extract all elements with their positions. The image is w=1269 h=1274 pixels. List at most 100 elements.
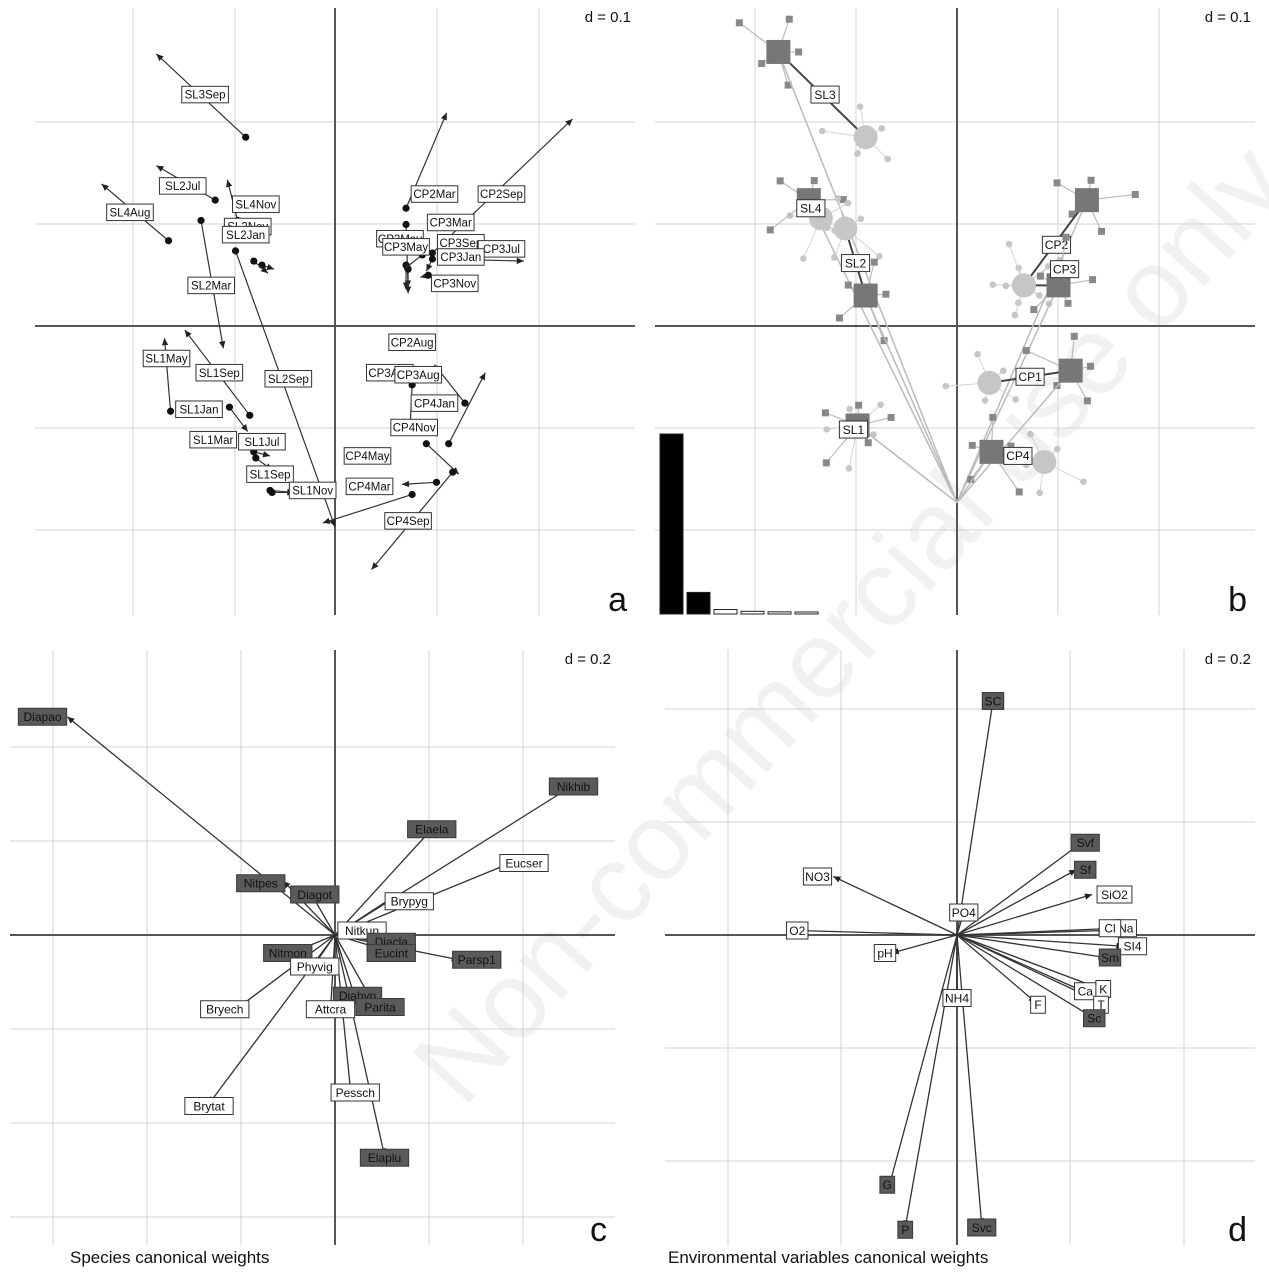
sample-square-cp4 (1015, 488, 1023, 496)
label-sl2: SL2 (845, 256, 867, 270)
label-sl4: SL4 (800, 202, 822, 216)
label-nitpes-box (236, 874, 286, 893)
label-cp2sep-box (477, 185, 526, 203)
sample-square-cp3 (1089, 276, 1097, 284)
label-sio2-box (1096, 885, 1133, 904)
panel-letter: c (590, 1211, 607, 1249)
label-f: F (1034, 998, 1041, 1012)
arrow-cp4mar (322, 493, 413, 524)
label-sf-box (1074, 860, 1097, 879)
sample-square-sl1 (855, 401, 863, 409)
label-cp4jan-box (410, 394, 459, 412)
sample-square-sl2 (880, 337, 888, 345)
label-brytat: Brytat (193, 1099, 225, 1113)
sample-square-sl4 (839, 196, 847, 204)
point-sl2jul (211, 196, 219, 204)
sample-circle-sl3 (854, 150, 861, 157)
label-sl1sep: SL1Sep (250, 469, 291, 481)
arrowhead-sl2mar (218, 340, 226, 349)
label-o2: O2 (789, 924, 805, 938)
sample-square-cp2 (1131, 190, 1139, 198)
label-diapao-box (17, 707, 68, 726)
sample-square-sl3 (785, 15, 793, 23)
centroid-circle-sl3 (853, 125, 878, 150)
label-sl2jan: SL2Jan (226, 230, 265, 242)
label-cp3-box (1050, 260, 1080, 279)
label-po4: PO4 (952, 906, 976, 920)
label-phyvig-box (290, 957, 340, 976)
sample-circle-cp1 (1012, 396, 1019, 403)
label-sl1nov-box (288, 481, 337, 500)
label-sc-box (1083, 1009, 1106, 1028)
label-ph-box (873, 944, 897, 962)
label-sl4nov-box (232, 195, 280, 213)
label-attcra-box (305, 1000, 356, 1019)
sample-circle-cp4 (1053, 445, 1061, 453)
vector-o2 (797, 929, 958, 936)
point-cp4jan (445, 440, 453, 448)
sample-square-cp3 (1036, 272, 1044, 280)
centroid-square-cp1 (1058, 358, 1083, 383)
label-nitmon-box (263, 944, 313, 962)
arrowhead-cp4sep (371, 562, 379, 570)
label-eucint: Eucint (375, 946, 409, 960)
vector-sio2 (956, 893, 1093, 936)
label-cp3mar-box (426, 213, 475, 232)
arrowhead-cp3may (404, 286, 412, 294)
sample-square-sl4 (776, 177, 784, 185)
label-cp1-box (1015, 367, 1045, 386)
label-eucser: Eucser (505, 856, 542, 870)
sample-circle-sl1 (846, 405, 853, 413)
label-parsp1: Parsp1 (458, 953, 496, 967)
sample-square-sl3 (795, 48, 803, 56)
sample-circle-cp1 (942, 382, 950, 390)
vector-svc (956, 934, 983, 1226)
label-cl: Cl (1104, 922, 1115, 936)
label-sl2mar-box (187, 276, 235, 295)
label-cp4may-box (343, 447, 392, 465)
arrowhead-sl4nov (226, 179, 233, 188)
label-cp2sep: CP2Sep (480, 189, 523, 201)
label-sl1sep-box (195, 363, 244, 382)
label-sl2mar: SL2Mar (191, 281, 231, 293)
label-cp4nov: CP4Nov (393, 423, 436, 435)
sample-square-cp4 (968, 441, 976, 449)
vector-k (956, 934, 1102, 990)
point-cp2aug (461, 399, 469, 407)
scale-label: d = 0.1 (585, 9, 631, 26)
label-brypyg: Brypyg (391, 895, 428, 909)
sample-circle-sl2 (857, 215, 865, 223)
label-cp4may: CP4May (345, 451, 389, 463)
label-svf-box (1070, 833, 1100, 852)
point-sl2sep (231, 247, 240, 255)
arrowhead-cp2sep (565, 118, 573, 127)
sample-square-sl2 (835, 314, 843, 322)
sample-square-sl1 (821, 409, 829, 417)
label-sl1: SL1 (843, 423, 865, 437)
panel-letter: a (608, 581, 627, 619)
arrowhead-cp4may (401, 480, 410, 488)
vector-nikhib (334, 785, 572, 936)
label-sl1-box (838, 420, 869, 439)
centroid-square-sl2 (853, 283, 878, 308)
label-sl1sep-box (246, 465, 294, 483)
arrowhead-sl2sep (329, 519, 336, 527)
label-sm: Sm (1101, 951, 1119, 965)
label-svc-box (967, 1218, 997, 1237)
arrowhead-sl2jan (260, 266, 269, 274)
arrowhead-sl1sep (184, 330, 192, 338)
label-diagot: Diagot (297, 888, 332, 902)
label-diapao: Diapao (23, 710, 61, 724)
label-cp4mar-box (345, 477, 394, 496)
panel-letter: b (1228, 581, 1247, 619)
label-si4: SI4 (1123, 940, 1141, 954)
sample-square-cp4 (967, 475, 975, 483)
label-p-box (897, 1220, 914, 1239)
point-sl1jan (225, 403, 234, 411)
label-sl1mar-box (189, 430, 238, 449)
point-sl1may (166, 407, 175, 415)
label-o2-box (786, 921, 809, 940)
arrowhead-sl2nov (266, 263, 275, 270)
label-nikhib: Nikhib (557, 780, 591, 794)
panel-d: d = 0.2 d Environmental variables canonica… (665, 650, 1255, 1267)
